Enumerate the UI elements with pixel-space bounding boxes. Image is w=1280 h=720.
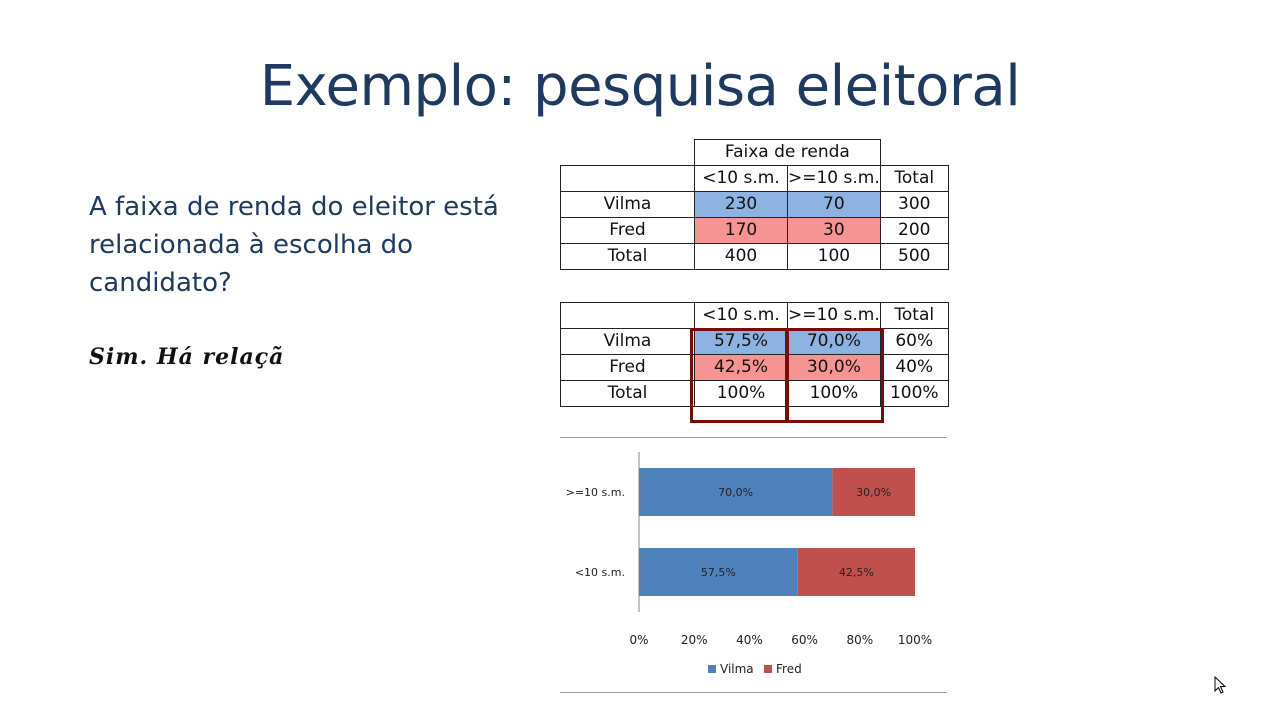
x-tick-label: 20% bbox=[681, 633, 708, 647]
column-header: >=10 s.m. bbox=[787, 302, 881, 329]
empty-cell bbox=[880, 140, 948, 166]
handwritten-answer: Sim. Há relaçã bbox=[89, 344, 285, 370]
question-text: A faixa de renda do eleitor está relacio… bbox=[89, 188, 509, 302]
table-cell: 30,0% bbox=[787, 354, 881, 381]
chart-top-rule bbox=[560, 437, 947, 438]
column-header: Total bbox=[879, 302, 949, 329]
table-row: <10 s.m. >=10 s.m. Total bbox=[560, 302, 949, 329]
category-label: >=10 s.m. bbox=[566, 486, 625, 499]
column-header: Total bbox=[879, 165, 949, 192]
data-label: 30,0% bbox=[856, 486, 891, 499]
row-label: Fred bbox=[560, 217, 695, 244]
table-cell: 100% bbox=[879, 380, 949, 407]
table-cell: 57,5% bbox=[694, 328, 788, 355]
question-line: A faixa de renda do eleitor está bbox=[89, 192, 499, 222]
slide-title: Exemplo: pesquisa eleitoral bbox=[259, 54, 1021, 119]
category-label: <10 s.m. bbox=[575, 566, 625, 579]
row-label: Fred bbox=[560, 354, 695, 381]
bar-segment-vilma bbox=[639, 548, 798, 596]
table-cell: 400 bbox=[694, 243, 788, 270]
question-line: candidato? bbox=[89, 268, 232, 298]
column-header: >=10 s.m. bbox=[787, 165, 881, 192]
legend-swatch-fred bbox=[764, 665, 772, 673]
table-row: Vilma 57,5% 70,0% 60% bbox=[560, 328, 949, 355]
table-cell: 60% bbox=[879, 328, 949, 355]
table-row: Total 400 100 500 bbox=[560, 243, 949, 270]
empty-cell bbox=[560, 302, 695, 329]
table-cell: 200 bbox=[879, 217, 949, 244]
row-label: Vilma bbox=[560, 328, 695, 355]
x-tick-label: 40% bbox=[736, 633, 763, 647]
legend-swatch-vilma bbox=[708, 665, 716, 673]
column-header: <10 s.m. bbox=[694, 302, 788, 329]
table-cell: 100 bbox=[787, 243, 881, 270]
column-header: <10 s.m. bbox=[694, 165, 788, 192]
data-label: 42,5% bbox=[839, 566, 874, 579]
table-cell: 70 bbox=[787, 191, 881, 218]
percent-table: <10 s.m. >=10 s.m. Total Vilma 57,5% 70,… bbox=[560, 302, 949, 407]
x-tick-label: 100% bbox=[898, 633, 932, 647]
row-label: Total bbox=[560, 380, 695, 407]
table-row: Faixa de renda bbox=[561, 139, 949, 166]
question-line: relacionada à escolha do bbox=[89, 230, 414, 260]
table-cell: 100% bbox=[694, 380, 788, 407]
table-cell: 230 bbox=[694, 191, 788, 218]
table-cell: 42,5% bbox=[694, 354, 788, 381]
highlight-box-low-income bbox=[690, 328, 788, 423]
table-cell: 30 bbox=[787, 217, 881, 244]
mouse-cursor-icon bbox=[1214, 676, 1227, 694]
table-row: <10 s.m. >=10 s.m. Total bbox=[560, 165, 949, 192]
bar-segment-fred bbox=[797, 548, 915, 596]
table-cell: 70,0% bbox=[787, 328, 881, 355]
table-cell: 500 bbox=[879, 243, 949, 270]
table-cell: 40% bbox=[879, 354, 949, 381]
counts-table: Faixa de renda <10 s.m. >=10 s.m. Total … bbox=[560, 139, 949, 270]
table-row: Vilma 230 70 300 bbox=[560, 191, 949, 218]
group-header-cell: Faixa de renda bbox=[694, 139, 881, 166]
bar-segment-fred bbox=[832, 468, 915, 516]
bar-segment-vilma bbox=[639, 468, 833, 516]
x-tick-label: 60% bbox=[791, 633, 818, 647]
table-cell: 300 bbox=[879, 191, 949, 218]
x-tick-label: 80% bbox=[846, 633, 873, 647]
empty-cell bbox=[560, 165, 695, 192]
data-label: 70,0% bbox=[718, 486, 753, 499]
table-row: Total 100% 100% 100% bbox=[560, 380, 949, 407]
table-row: Fred 42,5% 30,0% 40% bbox=[560, 354, 949, 381]
chart-bottom-rule bbox=[560, 692, 947, 693]
stacked-bar-chart: 70,0% 30,0% >=10 s.m. 57,5% 42,5% <10 s.m. 0% 2… bbox=[566, 452, 932, 676]
empty-cell bbox=[561, 140, 695, 166]
table-row: Fred 170 30 200 bbox=[560, 217, 949, 244]
row-label: Vilma bbox=[560, 191, 695, 218]
table-cell: 170 bbox=[694, 217, 788, 244]
x-tick-label: 0% bbox=[629, 633, 648, 647]
row-label: Total bbox=[560, 243, 695, 270]
legend-label: Fred bbox=[776, 662, 802, 676]
data-label: 57,5% bbox=[701, 566, 736, 579]
legend-label: Vilma bbox=[720, 662, 754, 676]
highlight-box-high-income bbox=[786, 328, 884, 423]
